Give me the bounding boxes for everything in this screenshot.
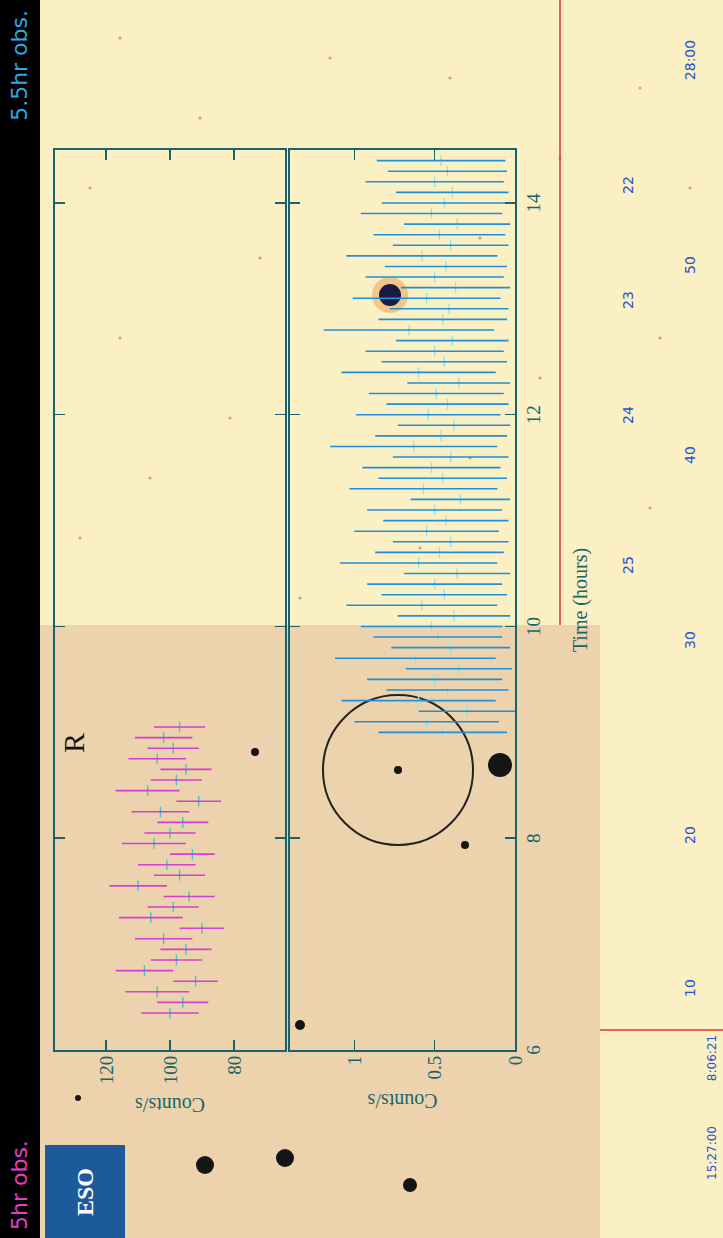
svg-text:Time (hours): Time (hours) [569,548,592,652]
html-text:5.5hr obs.: 5.5hr obs. [7,10,32,121]
html-text:22: 22 [620,176,636,194]
svg-text:6: 6 [523,1045,544,1055]
html-text:23: 23 [620,291,636,309]
svg-text:0.5: 0.5 [424,1056,445,1080]
svg-text:1: 1 [344,1056,365,1066]
html-text:20: 20 [682,826,698,844]
svg-text:14: 14 [523,193,544,213]
svg-text:80: 80 [224,1056,245,1075]
html-text:8:06:21: 8:06:21 [705,1034,719,1082]
svg-text:10: 10 [523,617,544,636]
html-text:10: 10 [682,979,698,997]
svg-text:R: R [57,733,90,753]
html-text:30: 30 [682,631,698,649]
html-text:5hr obs.: 5hr obs. [7,1140,32,1230]
svg-text:12: 12 [523,405,544,424]
html-text:ESO: ESO [72,1168,98,1216]
svg-text:0: 0 [505,1056,526,1066]
svg-text:Counts/s: Counts/s [367,1090,437,1112]
html-text:40: 40 [682,446,698,464]
svg-text:8: 8 [523,833,544,843]
svg-text:100: 100 [160,1056,181,1085]
html-text:28:00: 28:00 [682,39,698,81]
html-text:15:27:00: 15:27:00 [705,1126,719,1180]
html-text:25: 25 [620,556,636,574]
html-text:50: 50 [682,256,698,274]
svg-text:Counts/s: Counts/s [135,1094,205,1116]
svg-text:120: 120 [96,1056,117,1085]
html-text:24: 24 [620,406,636,424]
